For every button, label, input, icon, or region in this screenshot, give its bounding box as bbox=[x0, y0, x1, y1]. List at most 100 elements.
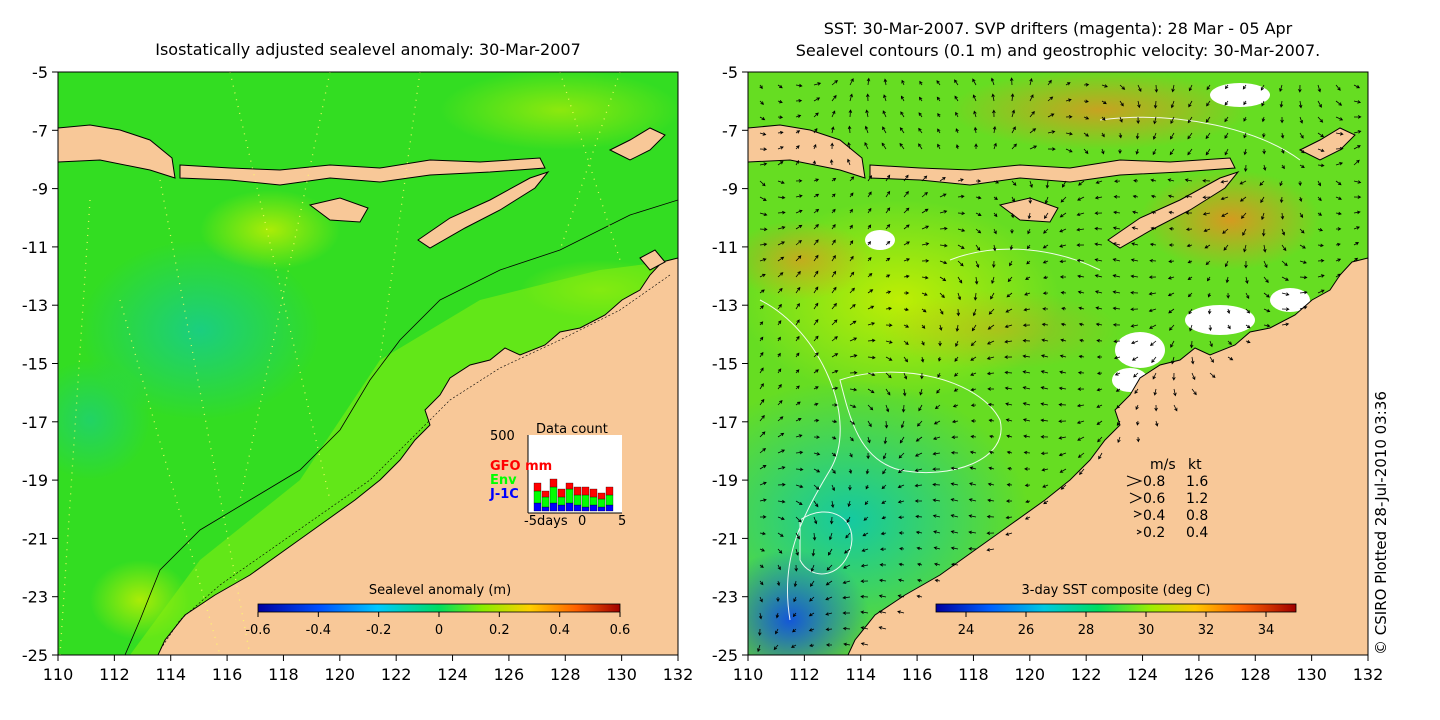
velocity-arrow bbox=[759, 414, 765, 422]
velocity-arrow bbox=[847, 141, 851, 150]
velocity-arrow bbox=[777, 320, 782, 326]
velocity-arrow bbox=[867, 257, 872, 262]
velocity-arrow bbox=[1133, 372, 1139, 378]
data-count-bar bbox=[541, 496, 550, 508]
data-count-x-label-start: -5days bbox=[524, 514, 568, 529]
velocity-arrow bbox=[1024, 483, 1031, 488]
velocity-arrow bbox=[825, 580, 833, 586]
velocity-arrow bbox=[885, 306, 893, 311]
velocity-arrow bbox=[777, 303, 782, 310]
velocity-arrow bbox=[937, 113, 941, 118]
right-y-tick-label: -23 bbox=[712, 588, 738, 607]
velocity-arrow bbox=[795, 255, 802, 262]
left-x-axis: 110 112 114 116 118 120 122 124 126 128 130 132 bbox=[43, 655, 693, 684]
velocity-arrow bbox=[842, 595, 851, 600]
velocity-arrow bbox=[881, 142, 887, 150]
data-count-bar bbox=[549, 486, 558, 504]
left-panel-title: Isostatically adjusted sealevel anomaly:… bbox=[155, 40, 581, 59]
velocity-arrow bbox=[813, 178, 820, 182]
velocity-arrow bbox=[826, 564, 833, 571]
velocity-arrow bbox=[951, 419, 959, 424]
velocity-arrow bbox=[1185, 211, 1193, 215]
velocity-arrow bbox=[1150, 194, 1157, 199]
velocity-arrow bbox=[918, 96, 923, 102]
velocity-arrow bbox=[1119, 84, 1126, 90]
velocity-arrow bbox=[1245, 339, 1251, 344]
velocity-arrow bbox=[825, 643, 833, 647]
velocity-arrow bbox=[897, 594, 905, 598]
velocity-arrow bbox=[759, 383, 764, 390]
velocity-arrow bbox=[1022, 418, 1031, 422]
velocity-arrow bbox=[1065, 131, 1073, 136]
velocity-arrow bbox=[831, 254, 836, 262]
velocity-arrow bbox=[1261, 228, 1266, 237]
data-count-bar bbox=[557, 488, 566, 498]
velocity-arrow bbox=[849, 78, 854, 86]
velocity-arrow bbox=[1131, 340, 1139, 345]
velocity-arrow bbox=[777, 532, 784, 537]
data-count-bar bbox=[581, 494, 590, 508]
left-x-tick-label: 124 bbox=[437, 665, 468, 684]
velocity-arrow bbox=[1131, 356, 1139, 361]
velocity-arrow bbox=[1224, 116, 1229, 123]
velocity-arrow bbox=[795, 401, 801, 406]
left-x-tick-label: 130 bbox=[606, 665, 637, 684]
velocity-arrow bbox=[1335, 84, 1341, 91]
velocity-arrow bbox=[1040, 418, 1049, 423]
data-count-bar bbox=[573, 486, 582, 496]
velocity-arrow bbox=[831, 126, 835, 134]
right-banda-islands bbox=[1298, 127, 1356, 161]
velocity-arrow bbox=[1029, 145, 1038, 150]
velocity-arrow bbox=[885, 290, 892, 294]
velocity-arrow-0-4 bbox=[1133, 510, 1143, 518]
velocity-arrow bbox=[860, 594, 869, 599]
velocity-arrow bbox=[921, 191, 928, 198]
velocity-arrow bbox=[1117, 436, 1121, 444]
velocity-arrow bbox=[1043, 228, 1049, 234]
velocity-legend-ms-2: 0.4 bbox=[1143, 508, 1165, 524]
velocity-arrow bbox=[1281, 292, 1290, 296]
velocity-arrow bbox=[881, 500, 887, 504]
velocity-arrow bbox=[843, 564, 851, 569]
velocity-arrow bbox=[1353, 210, 1361, 215]
velocity-arrow bbox=[988, 450, 995, 455]
velocity-arrow bbox=[921, 275, 929, 280]
velocity-arrow bbox=[1059, 275, 1067, 279]
velocity-arrow bbox=[1204, 244, 1211, 249]
velocity-arrow bbox=[849, 176, 855, 182]
velocity-arrow bbox=[848, 484, 852, 491]
velocity-arrow bbox=[867, 388, 875, 394]
velocity-arrow bbox=[878, 626, 887, 630]
velocity-arrow bbox=[1083, 116, 1090, 120]
velocity-legend-ms-3: 0.2 bbox=[1143, 525, 1165, 541]
data-count-bar bbox=[565, 488, 574, 504]
velocity-legend-header-kt: kt bbox=[1188, 457, 1202, 473]
data-count-title: Data count bbox=[536, 422, 608, 437]
velocity-arrow bbox=[795, 500, 803, 506]
velocity-arrow bbox=[813, 386, 819, 390]
velocity-arrow bbox=[1043, 500, 1049, 505]
data-count-bar bbox=[573, 504, 582, 512]
velocity-arrow bbox=[1135, 132, 1140, 140]
right-sumba bbox=[998, 197, 1059, 223]
velocity-arrow bbox=[885, 174, 891, 182]
velocity-arrow bbox=[849, 420, 856, 425]
velocity-arrow bbox=[811, 548, 816, 557]
velocity-arrow bbox=[849, 436, 854, 442]
velocity-arrow bbox=[991, 93, 995, 102]
velocity-arrow bbox=[914, 499, 923, 503]
left-x-tick-label: 114 bbox=[155, 665, 186, 684]
data-count-inset bbox=[527, 435, 622, 514]
right-y-tick-label: -7 bbox=[722, 121, 738, 140]
velocity-arrow bbox=[758, 612, 763, 620]
velocity-arrow bbox=[831, 177, 837, 182]
velocity-arrow bbox=[920, 356, 925, 363]
velocity-arrow bbox=[777, 99, 783, 104]
velocity-arrow bbox=[1227, 324, 1231, 330]
velocity-arrow bbox=[1225, 276, 1230, 284]
velocity-arrow bbox=[954, 356, 959, 362]
velocity-arrow bbox=[1150, 226, 1157, 231]
velocity-arrow bbox=[987, 324, 995, 330]
data-count-bar bbox=[533, 502, 542, 512]
velocity-arrow bbox=[885, 274, 891, 278]
